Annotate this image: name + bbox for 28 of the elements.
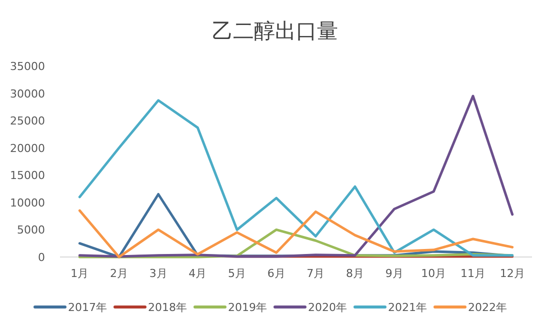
line-series — [78, 209, 514, 258]
legend-label: 2018年 — [148, 301, 187, 314]
y-tick-label: 15000 — [10, 169, 45, 182]
x-tick-label: 9月 — [385, 267, 404, 280]
x-tick-label: 4月 — [188, 267, 207, 280]
y-tick-label: 25000 — [10, 114, 45, 128]
x-tick-label: 5月 — [228, 267, 246, 280]
x-tick-label: 12月 — [500, 267, 525, 280]
legend-label: 2020年 — [308, 301, 347, 314]
y-tick-label: 30000 — [10, 87, 45, 100]
x-tick-label: 8月 — [346, 267, 364, 280]
x-tick-label: 1月 — [70, 267, 89, 280]
chart-title: 乙二醇出口量 — [212, 19, 338, 43]
x-tick-label: 11月 — [460, 267, 486, 280]
y-tick-label: 20000 — [10, 142, 45, 155]
x-tick-label: 10月 — [421, 267, 446, 280]
x-tick-label: 6月 — [267, 267, 286, 280]
legend-label: 2021年 — [388, 301, 427, 314]
y-tick-label: 0 — [38, 251, 45, 264]
legend-label: 2017年 — [68, 301, 107, 314]
legend-label: 2022年 — [468, 301, 507, 314]
y-tick-label: 35000 — [10, 60, 45, 73]
x-tick-label: 2月 — [110, 267, 128, 280]
legend-label: 2019年 — [228, 301, 267, 314]
x-tick-label: 7月 — [306, 267, 325, 280]
y-tick-label: 5000 — [17, 224, 45, 237]
x-tick-label: 3月 — [149, 267, 168, 280]
y-tick-label: 10000 — [10, 196, 45, 210]
